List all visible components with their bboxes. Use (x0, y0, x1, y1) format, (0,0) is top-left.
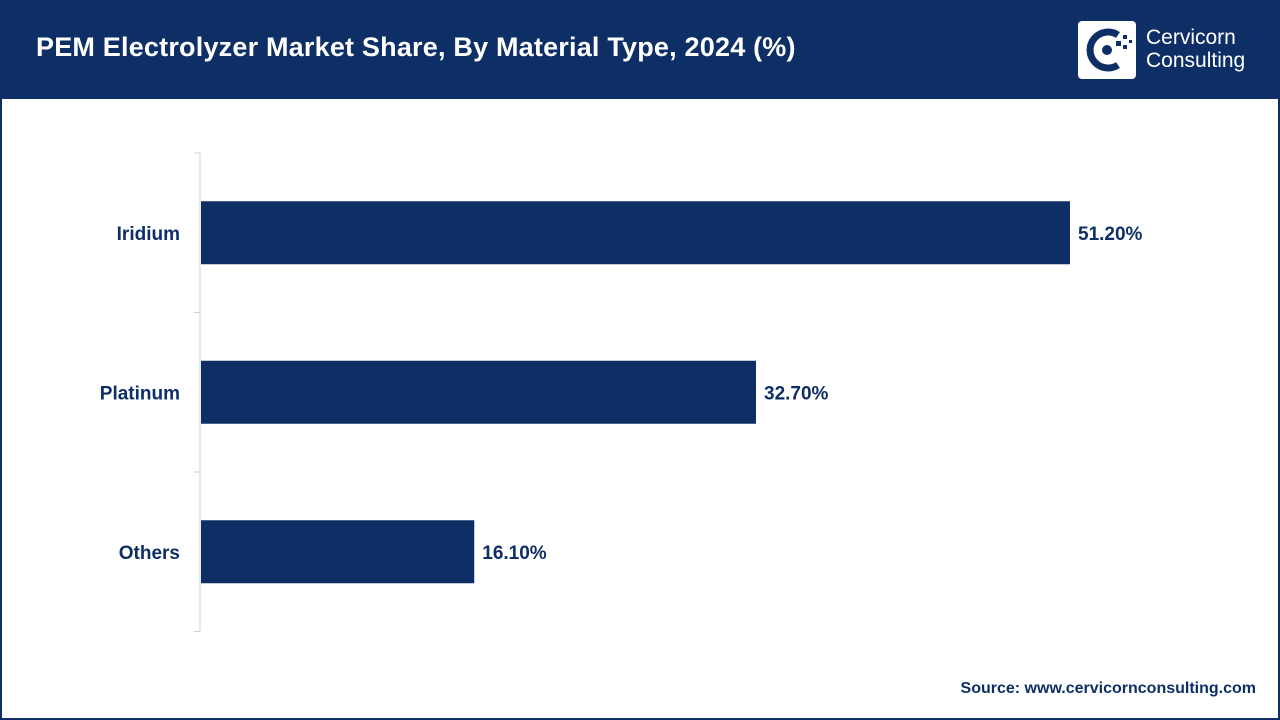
category-label-others: Others (119, 543, 180, 564)
data-label-iridium: 51.20% (1078, 224, 1143, 245)
bar-chart: Iridium 51.20% Platinum 32.70% Others 16.10% (100, 152, 1143, 632)
bar-platinum (201, 360, 757, 424)
bar-iridium (201, 201, 1070, 265)
logo-icon (1078, 21, 1136, 79)
bar-others (201, 520, 475, 584)
logo-wordmark: Cervicorn Consulting (1146, 26, 1245, 72)
source-note: Source: www.cervicornconsulting.com (960, 680, 1256, 697)
category-label-iridium: Iridium (117, 224, 180, 245)
logo-line-1: Cervicorn (1146, 26, 1236, 49)
header-banner: PEM Electrolyzer Market Share, By Materi… (2, 2, 1278, 99)
data-label-platinum: 32.70% (764, 383, 829, 404)
data-label-others: 16.10% (482, 543, 547, 564)
page-title: PEM Electrolyzer Market Share, By Materi… (36, 32, 796, 62)
category-label-platinum: Platinum (100, 383, 180, 404)
logo-line-2: Consulting (1146, 49, 1246, 72)
